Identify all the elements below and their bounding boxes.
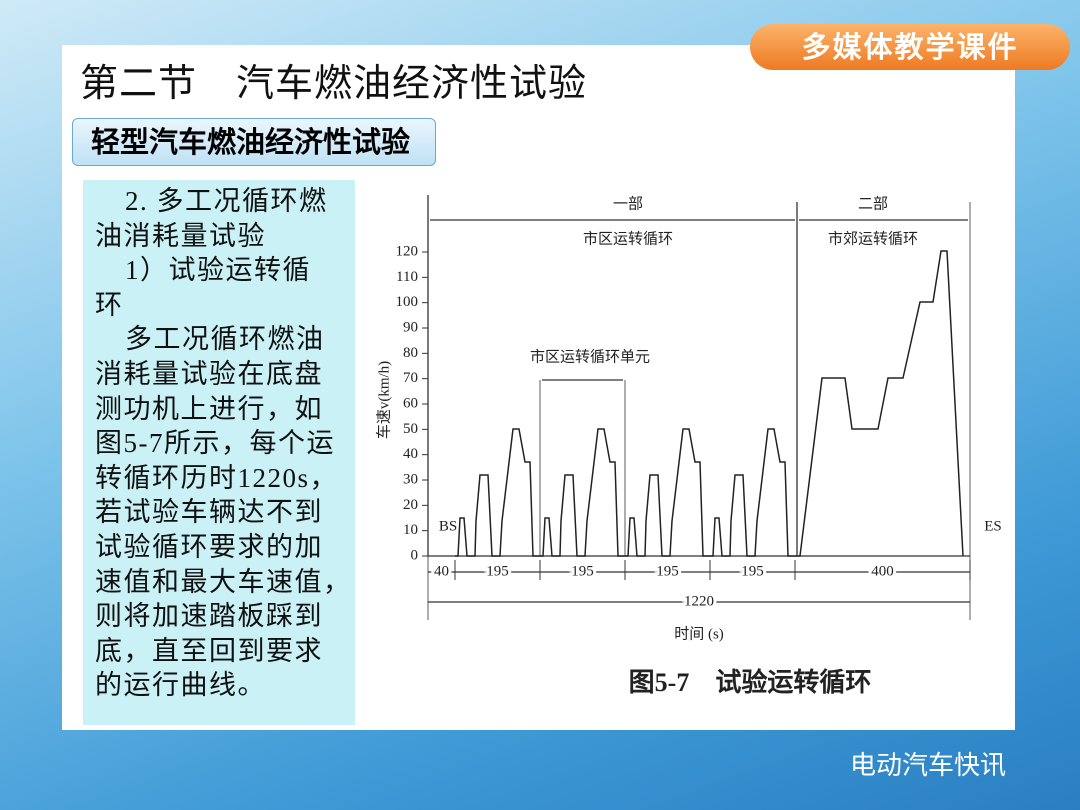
y-tick-label: 60 (403, 395, 418, 411)
text-line: 则将加速踏板踩到 (95, 601, 323, 632)
part-name: 二部 (858, 195, 888, 212)
start-label: BS (439, 518, 457, 534)
text-line: 环 (95, 289, 124, 320)
y-tick-label: 90 (403, 319, 418, 335)
y-tick-label: 120 (396, 243, 419, 259)
text-line: 测功机上进行，如 (95, 393, 323, 424)
y-tick-label: 20 (403, 497, 418, 513)
segment-label: 195 (741, 563, 764, 579)
end-label: ES (984, 518, 1002, 534)
text-line: 消耗量试验在底盘 (95, 358, 323, 389)
total-label: 1220 (684, 593, 714, 609)
y-tick-label: 80 (403, 345, 418, 361)
y-tick-label: 40 (403, 446, 418, 462)
text-line: 底，直至回到要求 (95, 635, 323, 666)
text-line: 的运行曲线。 (95, 670, 266, 701)
text-line: 图5-7所示，每个运 (95, 428, 335, 459)
part-label: 市郊运转循环 (828, 230, 918, 247)
text-line: 若试验车辆达不到 (95, 497, 323, 528)
text-line: 多工况循环燃油 (125, 324, 325, 355)
y-tick-label: 10 (403, 522, 418, 538)
part-label: 市区运转循环 (583, 230, 673, 247)
section-title: 轻型汽车燃油经济性试验 (72, 118, 436, 166)
y-tick-label: 30 (403, 471, 418, 487)
segment-label: 195 (486, 563, 509, 579)
caption: 图5-7 试验运转循环 (629, 667, 872, 697)
text-line: 油消耗量试验 (95, 220, 266, 251)
speed-curve (455, 250, 964, 557)
y-tick-label: 100 (396, 294, 419, 310)
segment-label: 195 (656, 563, 679, 579)
text-line: 2. 多工况循环燃 (125, 186, 328, 216)
x-label: 时间 (s) (674, 625, 724, 642)
watermark: 电动汽车快讯 (850, 751, 1007, 781)
y-tick-label: 70 (403, 370, 418, 386)
text-line: 转循环历时1220s， (95, 462, 339, 493)
badge: 多媒体教学课件 (750, 24, 1070, 70)
segment-label: 195 (571, 563, 594, 579)
text-line: 试验循环要求的加 (95, 531, 323, 562)
part-name: 一部 (613, 195, 643, 212)
unit-label: 市区运转循环单元 (530, 348, 650, 365)
segment-label: 40 (434, 563, 449, 579)
slide-title: 第二节 汽车燃油经济性试验 (80, 63, 588, 105)
y-label: 车速v(km/h) (375, 361, 392, 439)
text-line: 速值和最大车速值， (95, 566, 352, 597)
segment-label: 400 (871, 563, 894, 579)
y-tick-label: 50 (403, 421, 418, 437)
y-tick-label: 110 (396, 269, 418, 285)
body-text: 2. 多工况循环燃 油消耗量试验 1）试验运转循 环 多工况循环燃油 消耗量试验… (83, 180, 355, 725)
figure: 一部 市区运转循环 二部 市郊运转循环 市区运转循环单元 车速v(km/h) B… (375, 195, 1002, 697)
text-line: 1）试验运转循 (125, 255, 311, 286)
y-tick-label: 0 (411, 547, 419, 563)
